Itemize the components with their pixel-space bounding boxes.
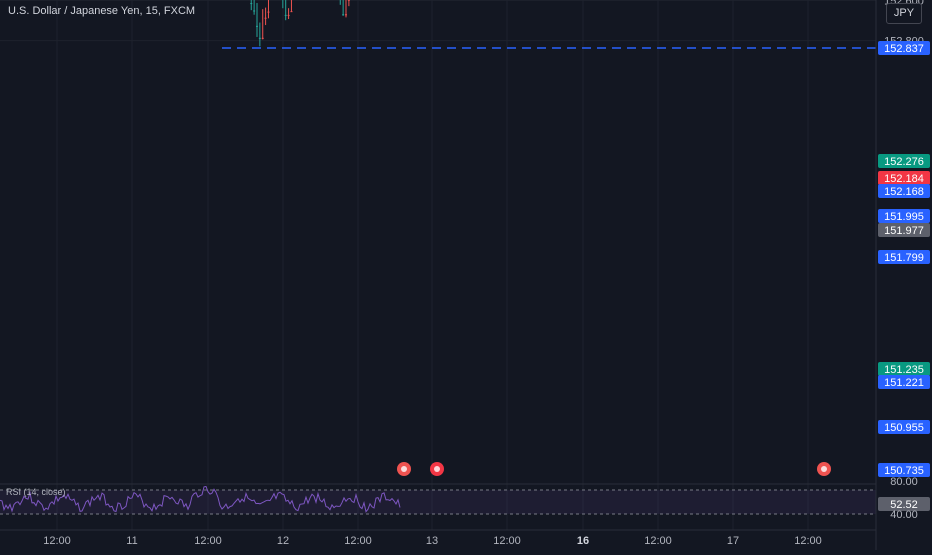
event-icon-center bbox=[434, 466, 440, 472]
candle-body bbox=[250, 3, 253, 5]
time-tick-label: 11 bbox=[126, 535, 137, 547]
price-badge bbox=[878, 375, 930, 389]
symbol-title: U.S. Dollar / Japanese Yen, 15, FXCM bbox=[8, 5, 196, 17]
time-tick-label: 12:00 bbox=[344, 535, 372, 547]
price-badge bbox=[878, 184, 930, 198]
price-badge-label: 150.735 bbox=[884, 465, 924, 477]
rsi-band bbox=[0, 490, 876, 514]
time-tick-label: 17 bbox=[727, 535, 739, 547]
price-badge-label: 152.184 bbox=[884, 173, 924, 185]
price-badge bbox=[878, 154, 930, 168]
price-badge bbox=[878, 171, 930, 185]
candle-body bbox=[284, 14, 287, 16]
rsi-title: RSI (14, close) bbox=[6, 487, 66, 497]
price-badge bbox=[878, 463, 930, 477]
price-badge-label: 151.799 bbox=[884, 252, 924, 264]
price-badge bbox=[878, 362, 930, 376]
price-badge bbox=[878, 41, 930, 55]
price-badge bbox=[878, 209, 930, 223]
rsi-line bbox=[0, 485, 401, 513]
candle-body bbox=[290, 11, 293, 13]
candle-body bbox=[264, 17, 267, 19]
time-tick-label: 12:00 bbox=[43, 535, 71, 547]
time-tick-label: 13 bbox=[426, 535, 438, 547]
candle-body bbox=[258, 37, 261, 39]
event-icon-center bbox=[821, 466, 827, 472]
price-badge bbox=[878, 420, 930, 434]
candle-body bbox=[345, 14, 348, 16]
candle-body bbox=[261, 37, 264, 39]
candle-body bbox=[255, 25, 258, 27]
rsi-level-label: 40.00 bbox=[890, 509, 918, 521]
time-tick-label: 12:00 bbox=[493, 535, 521, 547]
price-badge bbox=[878, 250, 930, 264]
time-tick-label: 12:00 bbox=[794, 535, 822, 547]
rsi-value-badge bbox=[878, 497, 930, 511]
time-tick-label: 16 bbox=[577, 535, 589, 547]
price-badge-label: 152.276 bbox=[884, 156, 924, 168]
candle-body bbox=[267, 11, 270, 13]
rsi-current-value: 52.52 bbox=[890, 499, 918, 511]
currency-button[interactable]: JPY bbox=[886, 3, 922, 24]
price-badge-label: 151.977 bbox=[884, 225, 924, 237]
price-badge-label: 150.955 bbox=[884, 422, 924, 434]
candle-body bbox=[253, 10, 256, 12]
candle-body bbox=[287, 14, 290, 16]
price-badge bbox=[878, 223, 930, 237]
time-tick-label: 12 bbox=[277, 535, 289, 547]
time-tick-label: 12:00 bbox=[644, 535, 672, 547]
price-badge-label: 152.168 bbox=[884, 186, 924, 198]
candle-body bbox=[347, 0, 350, 1]
price-badge-label: 151.995 bbox=[884, 211, 924, 223]
price-axis bbox=[876, 0, 932, 550]
price-badge-label: 151.235 bbox=[884, 364, 924, 376]
price-badge-label: 152.837 bbox=[884, 43, 924, 55]
rsi-level-label: 80.00 bbox=[890, 476, 918, 488]
event-icon-center bbox=[401, 466, 407, 472]
candle-body bbox=[342, 14, 345, 16]
price-badge-label: 151.221 bbox=[884, 377, 924, 389]
time-tick-label: 12:00 bbox=[194, 535, 222, 547]
